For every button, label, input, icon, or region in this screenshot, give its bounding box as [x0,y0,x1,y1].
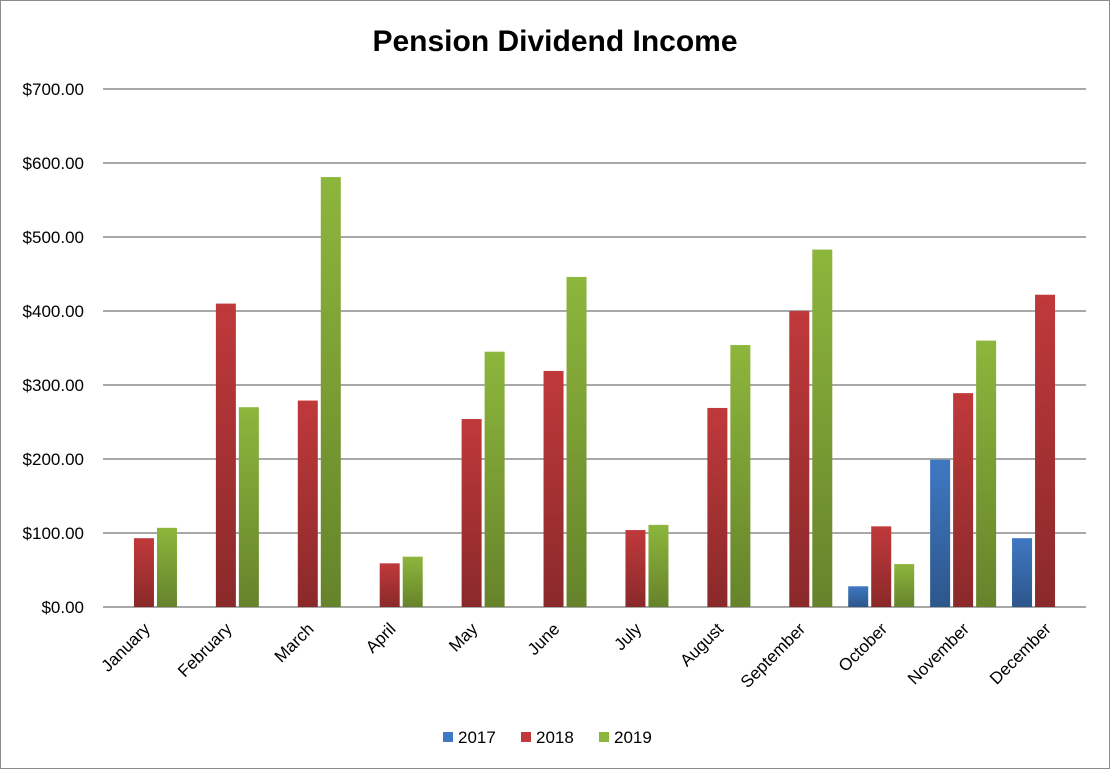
legend-swatch-2017 [443,732,453,742]
bar-2018-august [707,407,728,607]
bar-2018-may [461,419,482,607]
chart-title: Pension Dividend Income [372,25,737,58]
y-tick-label: $700.00 [23,80,84,99]
x-tick-label: May [445,619,481,655]
legend: 2017 2018 2019 [443,728,652,747]
x-tick-label: July [610,619,645,654]
bar-2019-august [730,345,751,607]
bar-2019-november [976,340,997,607]
x-tick-label: March [271,619,318,666]
x-tick-label: September [737,619,809,691]
bar-2019-july [648,524,669,607]
bar-2019-march [320,177,341,607]
x-tick-label: August [676,619,727,670]
y-axis: $0.00 $100.00 $200.00 $300.00 $400.00 $500.00… [23,80,84,617]
legend-swatch-2019 [599,732,609,742]
gridlines [103,88,1086,608]
bar-2018-july [625,530,646,607]
y-tick-label: $500.00 [23,228,84,247]
bar-2019-february [238,407,259,607]
y-tick-label: $300.00 [23,376,84,395]
y-tick-label: $0.00 [41,598,84,617]
y-tick-label: $400.00 [23,302,84,321]
bars [133,177,1056,607]
bar-2018-october [871,526,892,607]
bar-2017-november [930,459,951,607]
x-tick-label: December [986,619,1055,688]
bar-2018-december [1035,294,1056,607]
bar-2019-april [402,556,423,607]
x-tick-label: June [524,619,564,659]
bar-2018-february [215,303,236,607]
bar-2017-october [848,586,869,607]
bar-2017-december [1012,538,1033,607]
y-tick-label: $600.00 [23,154,84,173]
x-tick-label: January [98,619,155,676]
bar-2018-september [789,311,810,607]
bar-2019-june [566,276,587,607]
x-tick-label: October [835,619,891,675]
legend-swatch-2018 [521,732,531,742]
x-axis: January February March April May June July Augu… [98,619,1056,692]
bar-2018-january [133,538,154,607]
y-tick-label: $100.00 [23,524,84,543]
bar-2019-october [894,564,915,607]
bar-2018-june [543,370,564,607]
bar-2018-march [297,400,318,607]
bar-2018-april [379,563,400,607]
x-tick-label: April [362,619,399,656]
x-tick-label: February [174,619,236,681]
y-tick-label: $200.00 [23,450,84,469]
legend-label-2018: 2018 [536,728,574,747]
legend-label-2017: 2017 [458,728,496,747]
x-tick-label: November [904,619,973,688]
bar-2019-september [812,249,833,607]
bar-2019-may [484,351,505,607]
legend-label-2019: 2019 [614,728,652,747]
bar-2019-january [156,527,177,607]
bar-2018-november [953,393,974,607]
